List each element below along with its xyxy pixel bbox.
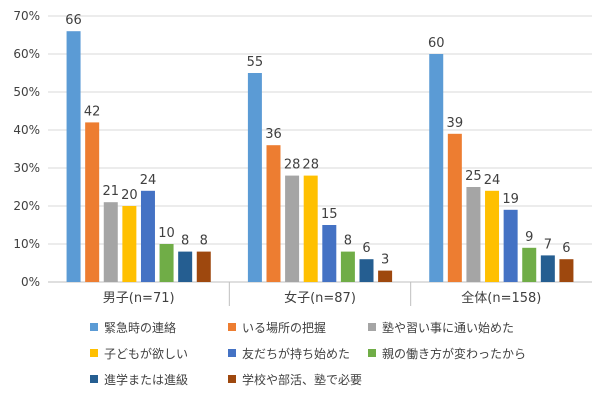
bar-value-label: 6 xyxy=(362,241,370,256)
legend-item: 塾や習い事に通い始めた xyxy=(368,318,514,336)
legend-item: 緊急時の連絡 xyxy=(90,318,176,336)
bar xyxy=(503,209,518,282)
bar-value-label: 25 xyxy=(465,169,482,184)
x-category-label: 全体(n=158) xyxy=(461,290,541,306)
bar xyxy=(266,145,281,282)
bar-value-label: 36 xyxy=(265,127,282,142)
bar-value-label: 42 xyxy=(84,104,101,119)
y-tick-label: 30% xyxy=(13,161,40,175)
legend-swatch xyxy=(90,323,98,331)
legend-swatch xyxy=(228,375,236,383)
legend-item: 学校や部活、塾で必要 xyxy=(228,370,362,388)
bar xyxy=(378,270,393,282)
y-tick-label: 40% xyxy=(13,123,40,137)
bar-value-label: 15 xyxy=(321,207,338,222)
bar-value-label: 9 xyxy=(525,230,533,245)
y-tick-label: 70% xyxy=(13,9,40,23)
x-category-label: 男子(n=71) xyxy=(103,291,175,306)
x-category-label: 女子(n=87) xyxy=(284,290,356,306)
legend-swatch xyxy=(90,375,98,383)
bar xyxy=(85,122,100,283)
y-tick-label: 60% xyxy=(13,47,40,61)
legend-item: 親の働き方が変わったから xyxy=(368,344,526,362)
bar-value-label: 20 xyxy=(121,188,138,203)
bar xyxy=(322,225,337,282)
bar-value-label: 8 xyxy=(200,234,208,249)
legend-swatch xyxy=(90,349,98,357)
bar-value-label: 39 xyxy=(447,116,464,131)
bar xyxy=(196,251,211,282)
legend-item: いる場所の把握 xyxy=(228,318,326,336)
bar xyxy=(340,251,355,282)
y-tick-label: 10% xyxy=(13,237,40,251)
bar-value-label: 60 xyxy=(428,36,445,51)
bar xyxy=(247,73,262,282)
bar xyxy=(122,206,137,282)
bar-value-label: 55 xyxy=(247,55,264,70)
bar-value-label: 21 xyxy=(102,184,119,199)
bar xyxy=(559,259,574,282)
bar-value-label: 3 xyxy=(381,253,389,268)
bar xyxy=(159,244,174,282)
legend-item: 進学または進級 xyxy=(90,370,188,388)
bar-value-label: 66 xyxy=(65,13,82,28)
y-tick-label: 0% xyxy=(21,275,40,289)
bar-value-label: 8 xyxy=(181,234,189,249)
bar xyxy=(303,175,318,282)
legend-label: 緊急時の連絡 xyxy=(104,320,177,335)
legend-label: 進学または進級 xyxy=(104,372,189,387)
bar xyxy=(178,251,193,282)
bar xyxy=(466,187,481,282)
bar xyxy=(485,190,500,282)
bar xyxy=(522,247,537,282)
bar xyxy=(359,259,374,282)
bar xyxy=(66,31,81,283)
legend-label: 親の働き方が変わったから xyxy=(382,346,527,361)
legend-label: 塾や習い事に通い始めた xyxy=(382,320,515,335)
legend-swatch xyxy=(368,349,376,357)
bar xyxy=(140,190,155,282)
legend-swatch xyxy=(368,323,376,331)
legend-label: いる場所の把握 xyxy=(242,320,327,335)
y-tick-label: 20% xyxy=(13,199,40,213)
bar xyxy=(103,202,118,282)
bar xyxy=(540,255,555,282)
bar-value-label: 6 xyxy=(562,241,570,256)
legend-swatch xyxy=(228,323,236,331)
legend-swatch xyxy=(228,349,236,357)
bar xyxy=(447,133,462,282)
bar-value-label: 28 xyxy=(284,158,301,173)
bar-value-label: 19 xyxy=(502,192,519,207)
legend-item: 友だちが持ち始めた xyxy=(228,344,350,362)
bar-value-label: 24 xyxy=(484,173,501,188)
legend-item: 子どもが欲しい xyxy=(90,344,188,362)
y-tick-label: 50% xyxy=(13,85,40,99)
bar-value-label: 7 xyxy=(544,237,552,252)
bar xyxy=(285,175,300,282)
legend-label: 友だちが持ち始めた xyxy=(242,346,351,361)
bar xyxy=(429,54,444,282)
bar-value-label: 24 xyxy=(140,173,157,188)
legend-label: 子どもが欲しい xyxy=(104,346,189,361)
bar-value-label: 10 xyxy=(158,226,175,241)
bar-value-label: 8 xyxy=(344,234,352,249)
bar-value-label: 28 xyxy=(302,158,319,173)
chart-legend: 緊急時の連絡 いる場所の把握 塾や習い事に通い始めた子どもが欲しい 友だちが持ち始めた… xyxy=(0,318,600,400)
legend-label: 学校や部活、塾で必要 xyxy=(242,372,363,387)
